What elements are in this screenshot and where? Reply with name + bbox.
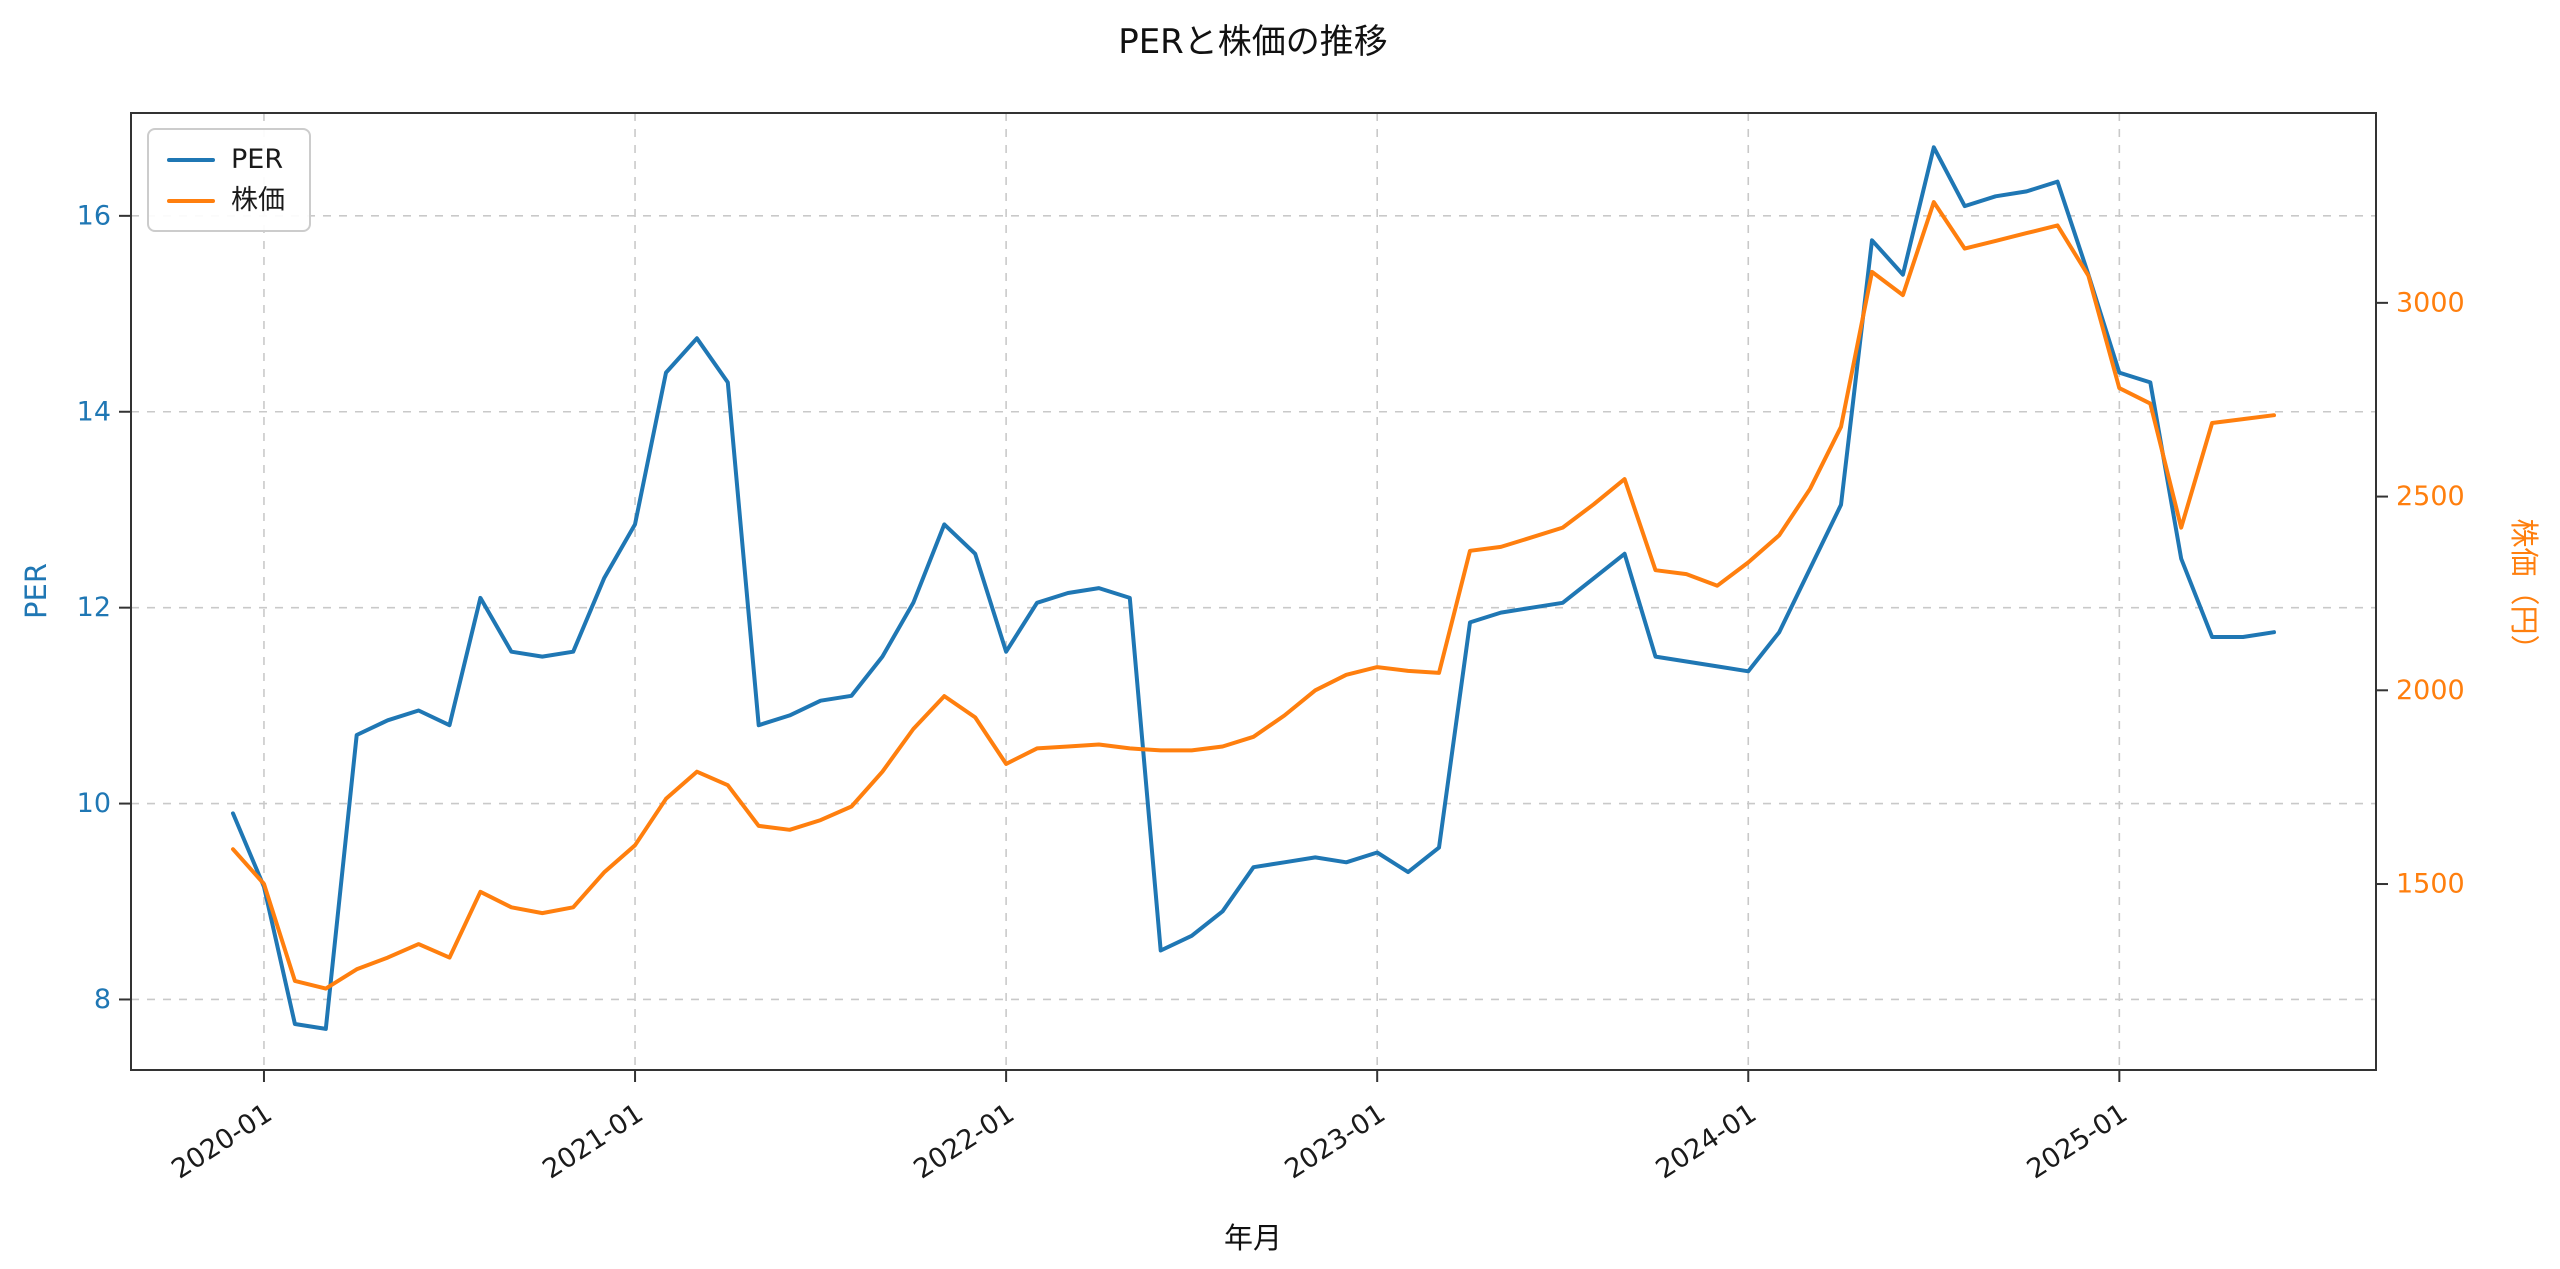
y-tick-label-left: 16 — [77, 200, 111, 231]
y-tick-label-right: 2000 — [2396, 675, 2465, 706]
legend-item-per: PER — [167, 146, 285, 173]
legend-item-price: 株価 — [167, 187, 285, 214]
x-tick-label: 2023-01 — [1280, 1098, 1391, 1185]
x-tick-label: 2021-01 — [537, 1098, 648, 1185]
legend-label-per: PER — [231, 144, 284, 175]
x-tick-label: 2022-01 — [908, 1098, 1019, 1185]
y-tick-label-right: 3000 — [2396, 287, 2465, 318]
per-line — [231, 145, 2276, 1031]
y-tick-label-left: 12 — [77, 592, 111, 623]
x-tick-label: 2024-01 — [1651, 1098, 1762, 1185]
legend-label-price: 株価 — [231, 185, 285, 216]
plot-border — [130, 112, 2377, 1071]
price-line — [231, 200, 2276, 991]
y-axis-label-right: 株価（円） — [2507, 518, 2541, 664]
x-tick-label: 2025-01 — [2022, 1098, 2133, 1185]
y-tick-label-left: 10 — [77, 788, 111, 819]
per-line-swatch — [167, 157, 215, 162]
x-axis-label: 年月 — [1223, 1221, 1283, 1255]
chart-legend: PER 株価 — [147, 128, 311, 232]
chart-title: PERと株価の推移 — [1118, 22, 1388, 62]
y-tick-label-left: 8 — [94, 984, 111, 1015]
y-tick-label-right: 2500 — [2396, 481, 2465, 512]
price-line-swatch — [167, 198, 215, 203]
y-tick-label-left: 14 — [77, 396, 111, 427]
x-tick-label: 2020-01 — [166, 1098, 277, 1185]
y-axis-label-left: PER — [19, 563, 53, 619]
y-tick-label-right: 1500 — [2396, 869, 2465, 900]
